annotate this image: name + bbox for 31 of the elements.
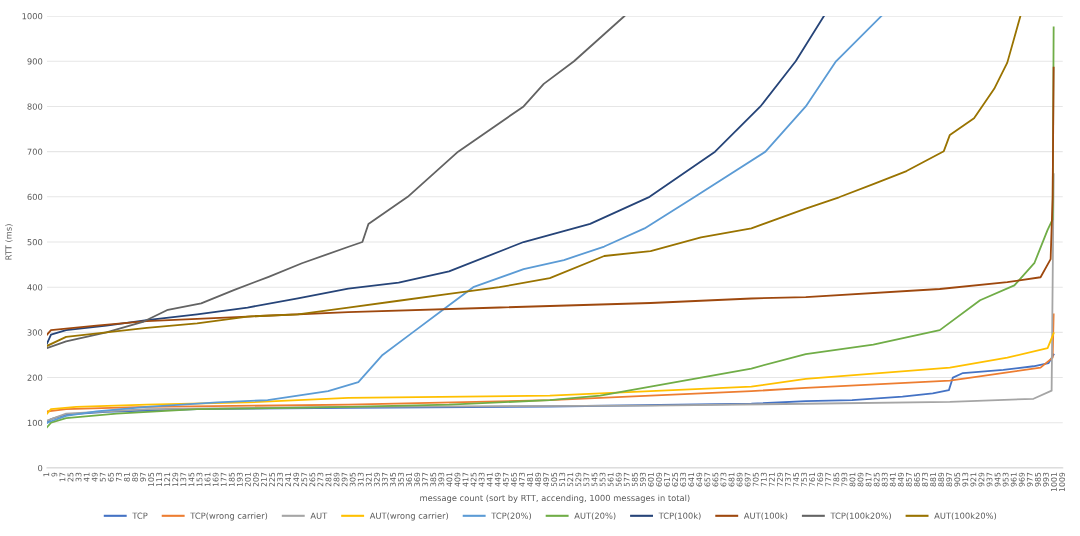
y-tick-label: 200 (27, 374, 43, 381)
legend-label: AUT(100k20%) (934, 512, 997, 520)
y-tick-label: 0 (38, 464, 43, 472)
line-series (46, 16, 825, 345)
y-tick-label: 800 (27, 103, 43, 110)
line-series (46, 332, 1055, 415)
legend-label: TCP(20%) (491, 512, 532, 520)
y-tick-label: 700 (27, 148, 43, 155)
line-series (46, 313, 1055, 413)
y-tick-label: 300 (27, 329, 43, 336)
legend-label: AUT (310, 512, 328, 519)
line-series (46, 16, 883, 424)
legend-label: TCP(100k) (658, 512, 701, 520)
y-tick-label: 900 (27, 58, 43, 65)
x-axis-title: message count (sort by RTT, accending, 1000 messages in total) (420, 494, 690, 503)
legend-label: TCP(wrong carrier) (190, 512, 268, 521)
legend-label: AUT(100k) (743, 512, 788, 520)
line-series (46, 16, 1022, 347)
y-tick-label: 100 (27, 419, 43, 427)
line-series (46, 26, 1055, 429)
legend-label: AUT(wrong carrier) (369, 512, 449, 521)
y-tick-label: 400 (27, 284, 43, 291)
line-series (46, 16, 626, 350)
legend-label: TCP (132, 512, 148, 519)
y-tick-label: 600 (27, 193, 43, 201)
legend-label: AUT(20%) (574, 512, 616, 520)
y-axis-title: RTT (ms) (5, 224, 13, 260)
line-series (46, 66, 1055, 336)
y-tick-label: 500 (27, 238, 43, 246)
legend-label: TCP(100k20%) (830, 512, 891, 520)
y-tick-label: 1000 (22, 13, 43, 20)
